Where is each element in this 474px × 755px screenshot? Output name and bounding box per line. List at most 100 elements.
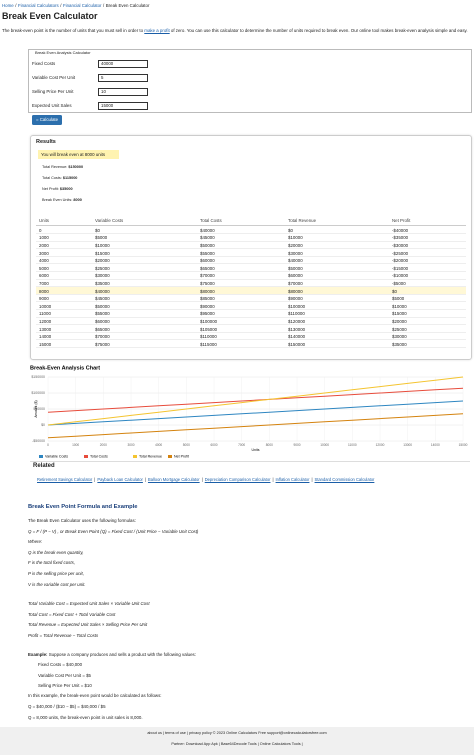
breadcrumb-item[interactable]: Financial Calculators bbox=[17, 3, 59, 8]
table-cell: $30000 bbox=[288, 250, 303, 256]
table-row bbox=[36, 287, 466, 295]
table-cell: $25000 bbox=[95, 265, 110, 271]
table-cell: 11000 bbox=[39, 311, 51, 317]
intro-link[interactable]: make a profit bbox=[144, 28, 170, 33]
table-cell: $60000 bbox=[200, 258, 215, 264]
table-row bbox=[36, 234, 466, 242]
table-cell: $20000 bbox=[288, 243, 303, 248]
table-cell: $30000 bbox=[392, 334, 407, 340]
x-tick-label: 6000 bbox=[210, 443, 217, 447]
legend-swatch bbox=[84, 455, 88, 458]
related-link[interactable]: Depreciation Comparison Calculator bbox=[204, 477, 271, 482]
breadcrumb-item[interactable]: Home bbox=[2, 3, 14, 8]
table-cell: $15000 bbox=[95, 250, 110, 256]
table-cell: $65000 bbox=[95, 326, 110, 332]
breadcrumb-item[interactable]: Financial Calculator bbox=[62, 3, 102, 8]
result-stat: Break Even Units:8000 bbox=[42, 198, 82, 202]
table-cell: 12000 bbox=[39, 319, 52, 324]
related-link[interactable]: Payback Loan Calculator bbox=[97, 477, 143, 482]
y-tick-label: $100000 bbox=[31, 391, 45, 395]
table-cell: $15000 bbox=[392, 311, 407, 317]
table-cell: -$25000 bbox=[392, 250, 409, 256]
breadcrumb-sep: / bbox=[103, 3, 105, 8]
table-cell: 10000 bbox=[39, 303, 52, 309]
related-link[interactable]: Inflation Calculator bbox=[275, 477, 310, 482]
field-label: Fixed Costs bbox=[32, 61, 56, 66]
field-label: Expected Unit Sales bbox=[32, 103, 72, 108]
legend-label: Total Revenue bbox=[139, 455, 162, 459]
related-sep: | bbox=[94, 477, 96, 482]
example-value: Variable Cost Per Unit = $5 bbox=[38, 672, 91, 678]
table-cell: 13000 bbox=[39, 326, 52, 332]
example-line: Example: Suppose a company produces and … bbox=[28, 652, 196, 657]
chart-title: Break-Even Analysis Chart bbox=[30, 365, 100, 371]
related-link[interactable]: Standard Commission Calculator bbox=[314, 477, 375, 482]
formula-line: Where: bbox=[28, 539, 43, 544]
stat-value: $35000 bbox=[59, 187, 73, 191]
table-cell: 5000 bbox=[39, 265, 49, 271]
field-input[interactable]: 10 bbox=[98, 88, 148, 96]
table-row bbox=[36, 333, 466, 341]
table-cell: 0 bbox=[39, 227, 42, 233]
table-cell: $115000 bbox=[200, 341, 217, 347]
x-tick-label: 4000 bbox=[155, 443, 162, 447]
table-rule bbox=[36, 225, 466, 226]
table-cell: -$10000 bbox=[392, 273, 409, 279]
stat-label: Total Costs: bbox=[42, 176, 62, 180]
table-cell: $10000 bbox=[392, 303, 407, 309]
table-cell: $45000 bbox=[95, 296, 110, 302]
table-cell: $20000 bbox=[95, 258, 110, 264]
table-row bbox=[36, 303, 466, 311]
field-input[interactable]: 15000 bbox=[98, 102, 148, 110]
y-tick-label: $150000 bbox=[31, 375, 45, 379]
formula-line: Q is the break even quantity, bbox=[28, 550, 84, 555]
breadcrumb: Home / Financial Calculators / Financial Cal… bbox=[2, 3, 149, 8]
footer bbox=[0, 727, 474, 755]
result-stat: Total Revenue:$150000 bbox=[42, 165, 83, 169]
table-cell: $50000 bbox=[288, 265, 303, 271]
field-input[interactable]: 40000 bbox=[98, 60, 148, 68]
intro: The break-even point is the number of un… bbox=[2, 27, 470, 34]
form-legend: Break Even Analysis Calculator bbox=[34, 50, 92, 55]
table-cell: $85000 bbox=[200, 296, 215, 302]
table-cell: $35000 bbox=[95, 281, 110, 286]
table-cell: $75000 bbox=[95, 341, 110, 347]
footer-line: Partner: Download App Apk | Base64Decode… bbox=[171, 742, 303, 746]
legend-label: Variable Costs bbox=[45, 455, 68, 459]
related-sep: | bbox=[144, 477, 146, 482]
formula-line: Total Revenue = Expected Unit Sales × Se… bbox=[28, 622, 148, 627]
table-cell: -$40000 bbox=[392, 227, 409, 233]
field-input[interactable]: 5 bbox=[98, 74, 148, 82]
table-cell: $70000 bbox=[95, 334, 110, 340]
result-stat: Net Profit:$35000 bbox=[42, 187, 73, 191]
table-cell: $150000 bbox=[288, 341, 306, 347]
table-row bbox=[36, 295, 466, 303]
table-cell: $40000 bbox=[288, 258, 303, 264]
table-cell: $95000 bbox=[200, 311, 215, 317]
table-cell: $70000 bbox=[288, 281, 303, 286]
series-line bbox=[47, 400, 464, 426]
table-cell: $0 bbox=[288, 227, 293, 233]
table-cell: $5000 bbox=[392, 296, 405, 302]
legend-swatch bbox=[133, 455, 137, 458]
example-value: Fixed Costs = $40,000 bbox=[38, 662, 83, 667]
table-cell: $140000 bbox=[288, 334, 306, 340]
stat-value: 8000 bbox=[73, 198, 82, 202]
table-cell: 4000 bbox=[39, 258, 49, 264]
related-link[interactable]: Retirement Savings Calculator bbox=[37, 477, 93, 482]
table-cell: $60000 bbox=[95, 319, 110, 324]
table-row bbox=[36, 310, 466, 318]
x-tick-label: 11000 bbox=[348, 443, 357, 447]
table-cell: -$5000 bbox=[392, 281, 406, 286]
related-link[interactable]: Balloon Mortgage Calculator bbox=[147, 477, 200, 482]
table-row bbox=[36, 265, 466, 273]
calculate-button[interactable]: = Calculate bbox=[32, 115, 62, 125]
table-cell: $130000 bbox=[288, 326, 306, 332]
table-cell: $40000 bbox=[200, 227, 215, 233]
table-cell: 3000 bbox=[39, 250, 49, 256]
table-cell: -$30000 bbox=[392, 243, 409, 248]
formula-line: Profit = Total Revenue − Total Costs bbox=[28, 633, 99, 638]
result-stat: Total Costs:$115000 bbox=[42, 176, 77, 180]
example-text: Suppose a company produces and sells a p… bbox=[47, 652, 196, 657]
legend-swatch bbox=[39, 455, 43, 458]
